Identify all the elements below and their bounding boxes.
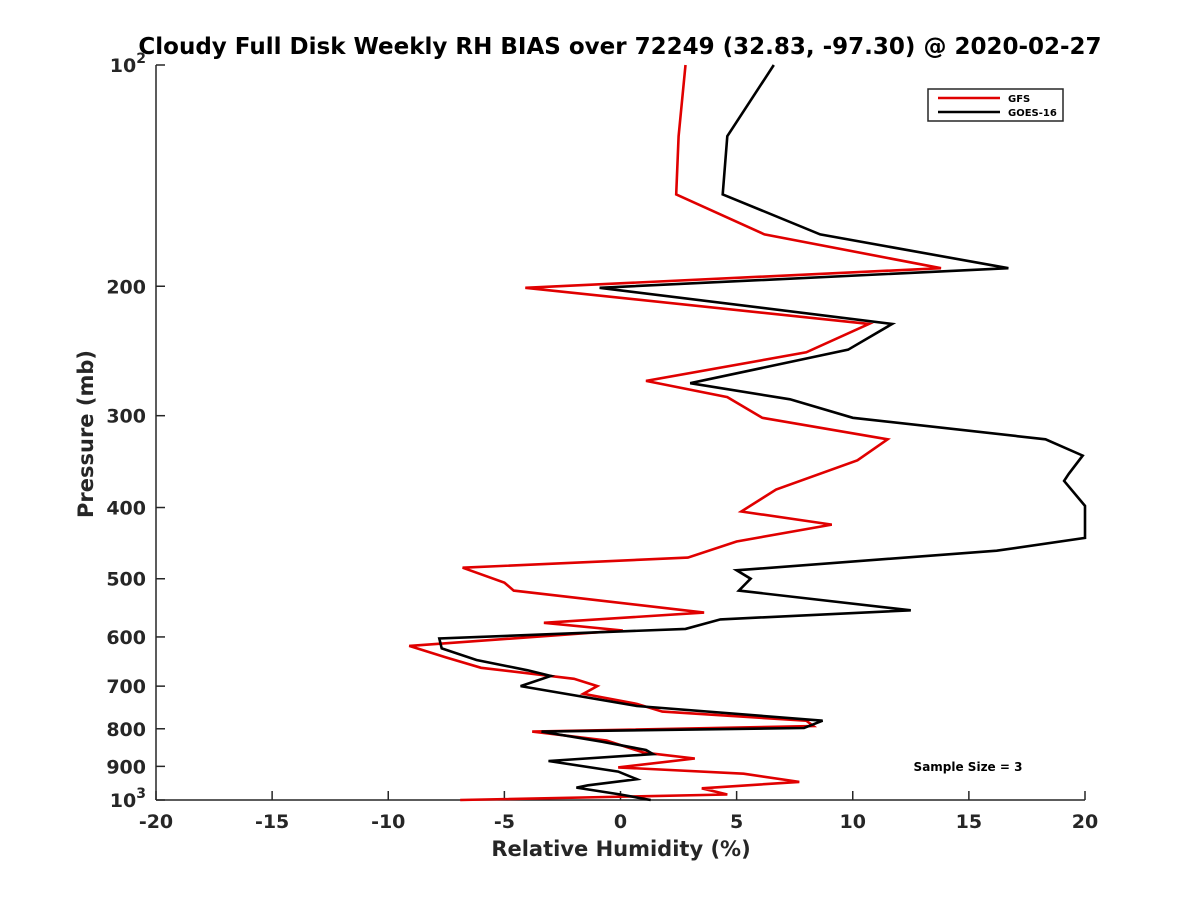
series-layer [408,64,1087,802]
legend-label: GFS [1008,94,1030,105]
series-line-gfs [408,64,942,802]
y-tick-label: 700 [106,676,146,698]
x-tick-label: 0 [614,811,627,833]
legend-box [927,88,1064,122]
x-tick-label: -5 [494,811,515,833]
y-tick-label: 103 [110,786,146,812]
y-tick-label: 200 [106,276,146,298]
y-tick-label: 600 [106,627,146,649]
y-tick-label: 300 [106,406,146,428]
y-tick-label: 800 [106,719,146,741]
x-tick-label: -20 [139,811,173,833]
legend: GFS GOES-16 [927,88,1064,122]
x-tick-label: -15 [255,811,289,833]
x-tick-label: 10 [840,811,866,833]
series-line-goes-16 [437,64,1087,802]
y-tick-label: 400 [106,498,146,520]
legend-label: GOES-16 [1008,108,1057,119]
y-tick-label: 500 [106,569,146,591]
x-axis-label: Relative Humidity (%) [491,837,750,861]
x-tick-label: 15 [956,811,982,833]
x-tick-label: 20 [1072,811,1098,833]
axes: -20 -15 -10 -5 0 5 10 15 20 102 200 300 400 500 600 700… [106,51,1098,833]
sample-size-annotation: Sample Size = 3 [914,760,1023,774]
x-tick-label: -10 [371,811,405,833]
chart-title: Cloudy Full Disk Weekly RH BIAS over 722… [138,34,1101,60]
y-tick-label: 900 [106,756,146,778]
x-tick-label: 5 [730,811,743,833]
y-axis-label: Pressure (mb) [74,350,98,518]
y-tick-label: 102 [110,51,146,77]
